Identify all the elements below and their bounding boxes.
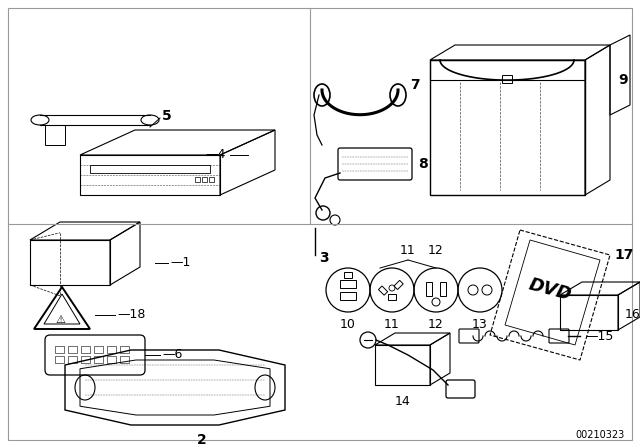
Bar (94, 356, 103, 363)
Bar (81, 346, 90, 353)
Bar (378, 286, 388, 295)
Bar (388, 294, 396, 300)
Text: 5: 5 (162, 109, 172, 123)
Text: —18: —18 (117, 309, 145, 322)
Text: 14: 14 (395, 395, 411, 408)
Bar (55, 346, 64, 353)
Text: 11: 11 (400, 244, 416, 257)
Text: DVD: DVD (527, 276, 573, 304)
Text: —6: —6 (162, 349, 182, 362)
Text: 8: 8 (418, 157, 428, 171)
Bar (68, 346, 77, 353)
Bar (340, 292, 356, 300)
Text: 17: 17 (614, 248, 634, 262)
Bar (94, 346, 103, 353)
Bar (426, 282, 432, 296)
Text: 12: 12 (428, 318, 444, 331)
Text: 13: 13 (472, 318, 488, 331)
Bar (195, 177, 200, 182)
Bar (344, 272, 352, 278)
Bar (209, 177, 214, 182)
Bar (107, 356, 116, 363)
Bar (45, 125, 65, 145)
Text: 11: 11 (384, 318, 400, 331)
Bar (90, 165, 210, 173)
Text: 00210323: 00210323 (576, 430, 625, 440)
Text: 2: 2 (197, 433, 207, 447)
Text: 7: 7 (410, 78, 420, 92)
Bar (202, 177, 207, 182)
Text: 10: 10 (340, 318, 356, 331)
Text: —4: —4 (205, 148, 226, 161)
Bar (81, 356, 90, 363)
Bar (68, 356, 77, 363)
Bar (440, 282, 446, 296)
Bar (502, 75, 512, 83)
Bar (107, 346, 116, 353)
Text: 16: 16 (625, 309, 640, 322)
Text: 3: 3 (319, 251, 328, 265)
Bar (55, 356, 64, 363)
Text: —15: —15 (585, 329, 613, 343)
Bar (120, 346, 129, 353)
Text: —1: —1 (170, 257, 190, 270)
Bar (394, 280, 403, 289)
Bar (340, 280, 356, 288)
Bar (120, 356, 129, 363)
Text: ⚠: ⚠ (55, 315, 65, 325)
Text: 12: 12 (428, 244, 444, 257)
Text: 9: 9 (618, 73, 628, 87)
